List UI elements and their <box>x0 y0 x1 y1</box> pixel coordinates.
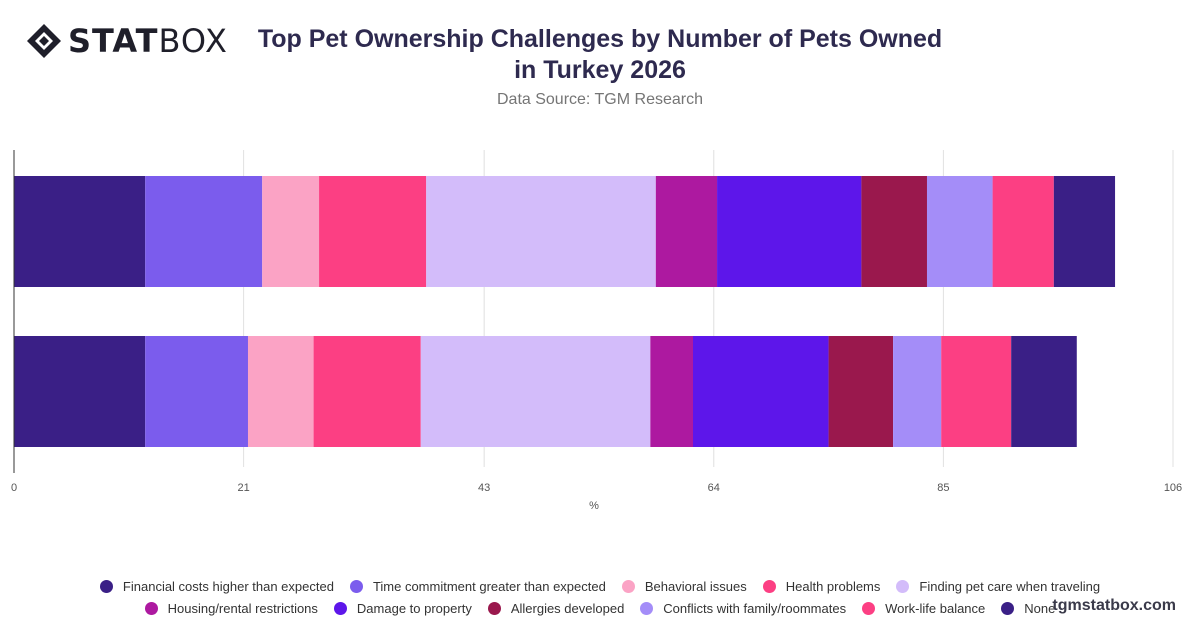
legend-label: Work-life balance <box>885 601 986 616</box>
chart-subtitle: Data Source: TGM Research <box>496 91 703 108</box>
legend-item[interactable]: Work-life balance <box>862 600 985 617</box>
legend-label: Damage to property <box>356 601 472 616</box>
legend-item[interactable]: Time commitment greater than expected <box>349 578 606 595</box>
legend-swatch <box>640 602 654 615</box>
legend-swatch <box>144 602 158 615</box>
bar-segment <box>145 336 248 447</box>
bar-segment <box>992 176 1054 287</box>
watermark: tgmstatbox.com <box>1052 597 1176 614</box>
legend-item[interactable]: Finding pet care when traveling <box>896 578 1100 595</box>
bar-segment <box>14 176 146 287</box>
bar-segment <box>247 336 314 447</box>
bar-segment <box>420 336 651 447</box>
bar-segment <box>893 336 942 447</box>
bar-segment <box>1011 336 1077 447</box>
x-tick-label: 85 <box>937 482 949 494</box>
bar-segment <box>262 176 320 287</box>
bar-segment <box>426 176 656 287</box>
legend-swatch <box>99 580 113 593</box>
legend-item[interactable]: Health problems <box>762 578 881 595</box>
legend-item[interactable]: None <box>1001 600 1055 617</box>
bar-segment <box>1053 176 1116 287</box>
legend-item[interactable]: Financial costs higher than expected <box>99 578 334 595</box>
legend-swatch <box>621 580 635 593</box>
legend-label: Housing/rental restrictions <box>167 601 318 616</box>
bar-segment <box>650 336 693 447</box>
legend-item[interactable]: Behavioral issues <box>621 578 747 595</box>
statbox-logo: STATBOX <box>26 22 228 60</box>
bar-segment <box>926 176 993 287</box>
bar-segment <box>828 336 894 447</box>
diamond-logo-icon <box>27 24 61 58</box>
legend-item[interactable]: Housing/rental restrictions <box>144 600 318 617</box>
legend-label: Finding pet care when traveling <box>919 579 1101 594</box>
legend-swatch <box>762 580 776 593</box>
legend-item[interactable]: Conflicts with family/roommates <box>640 600 846 617</box>
x-tick-label: 0 <box>11 482 17 494</box>
legend-label: Financial costs higher than expected <box>122 579 334 594</box>
bar-segment <box>692 336 829 447</box>
legend-swatch <box>349 580 363 593</box>
legend-swatch <box>333 602 347 615</box>
bar-segment <box>941 336 1012 447</box>
legend-swatch <box>862 602 876 615</box>
legend-swatch <box>896 580 910 593</box>
x-axis-label: % <box>589 500 599 512</box>
legend-label: None <box>1024 601 1056 616</box>
legend-swatch <box>1001 602 1015 615</box>
legend-label: Time commitment greater than expected <box>372 579 606 594</box>
bar-segment <box>313 336 421 447</box>
logo-wordmark: STATBOX <box>68 22 228 60</box>
bar-segment <box>861 176 927 287</box>
x-tick-label: 64 <box>708 482 720 494</box>
bar-segment <box>145 176 263 287</box>
legend-label: Behavioral issues <box>644 579 747 594</box>
chart-title: Top Pet Ownership Challenges by Number o… <box>257 25 943 84</box>
legend-item[interactable]: Damage to property <box>333 600 472 617</box>
bar-segment <box>319 176 427 287</box>
bar-segment <box>655 176 718 287</box>
legend-item[interactable]: Allergies developed <box>487 600 625 617</box>
x-tick-label: 106 <box>1164 482 1182 494</box>
legend-swatch <box>487 602 501 615</box>
x-tick-label: 21 <box>237 482 249 494</box>
chart-legend: Financial costs higher than expected Time… <box>90 578 1110 617</box>
bar-segment <box>14 336 146 447</box>
x-tick-label: 43 <box>478 482 490 494</box>
legend-label: Conflicts with family/roommates <box>663 601 847 616</box>
legend-label: Health problems <box>785 579 881 594</box>
legend-label: Allergies developed <box>510 601 625 616</box>
bar-segment <box>717 176 862 287</box>
